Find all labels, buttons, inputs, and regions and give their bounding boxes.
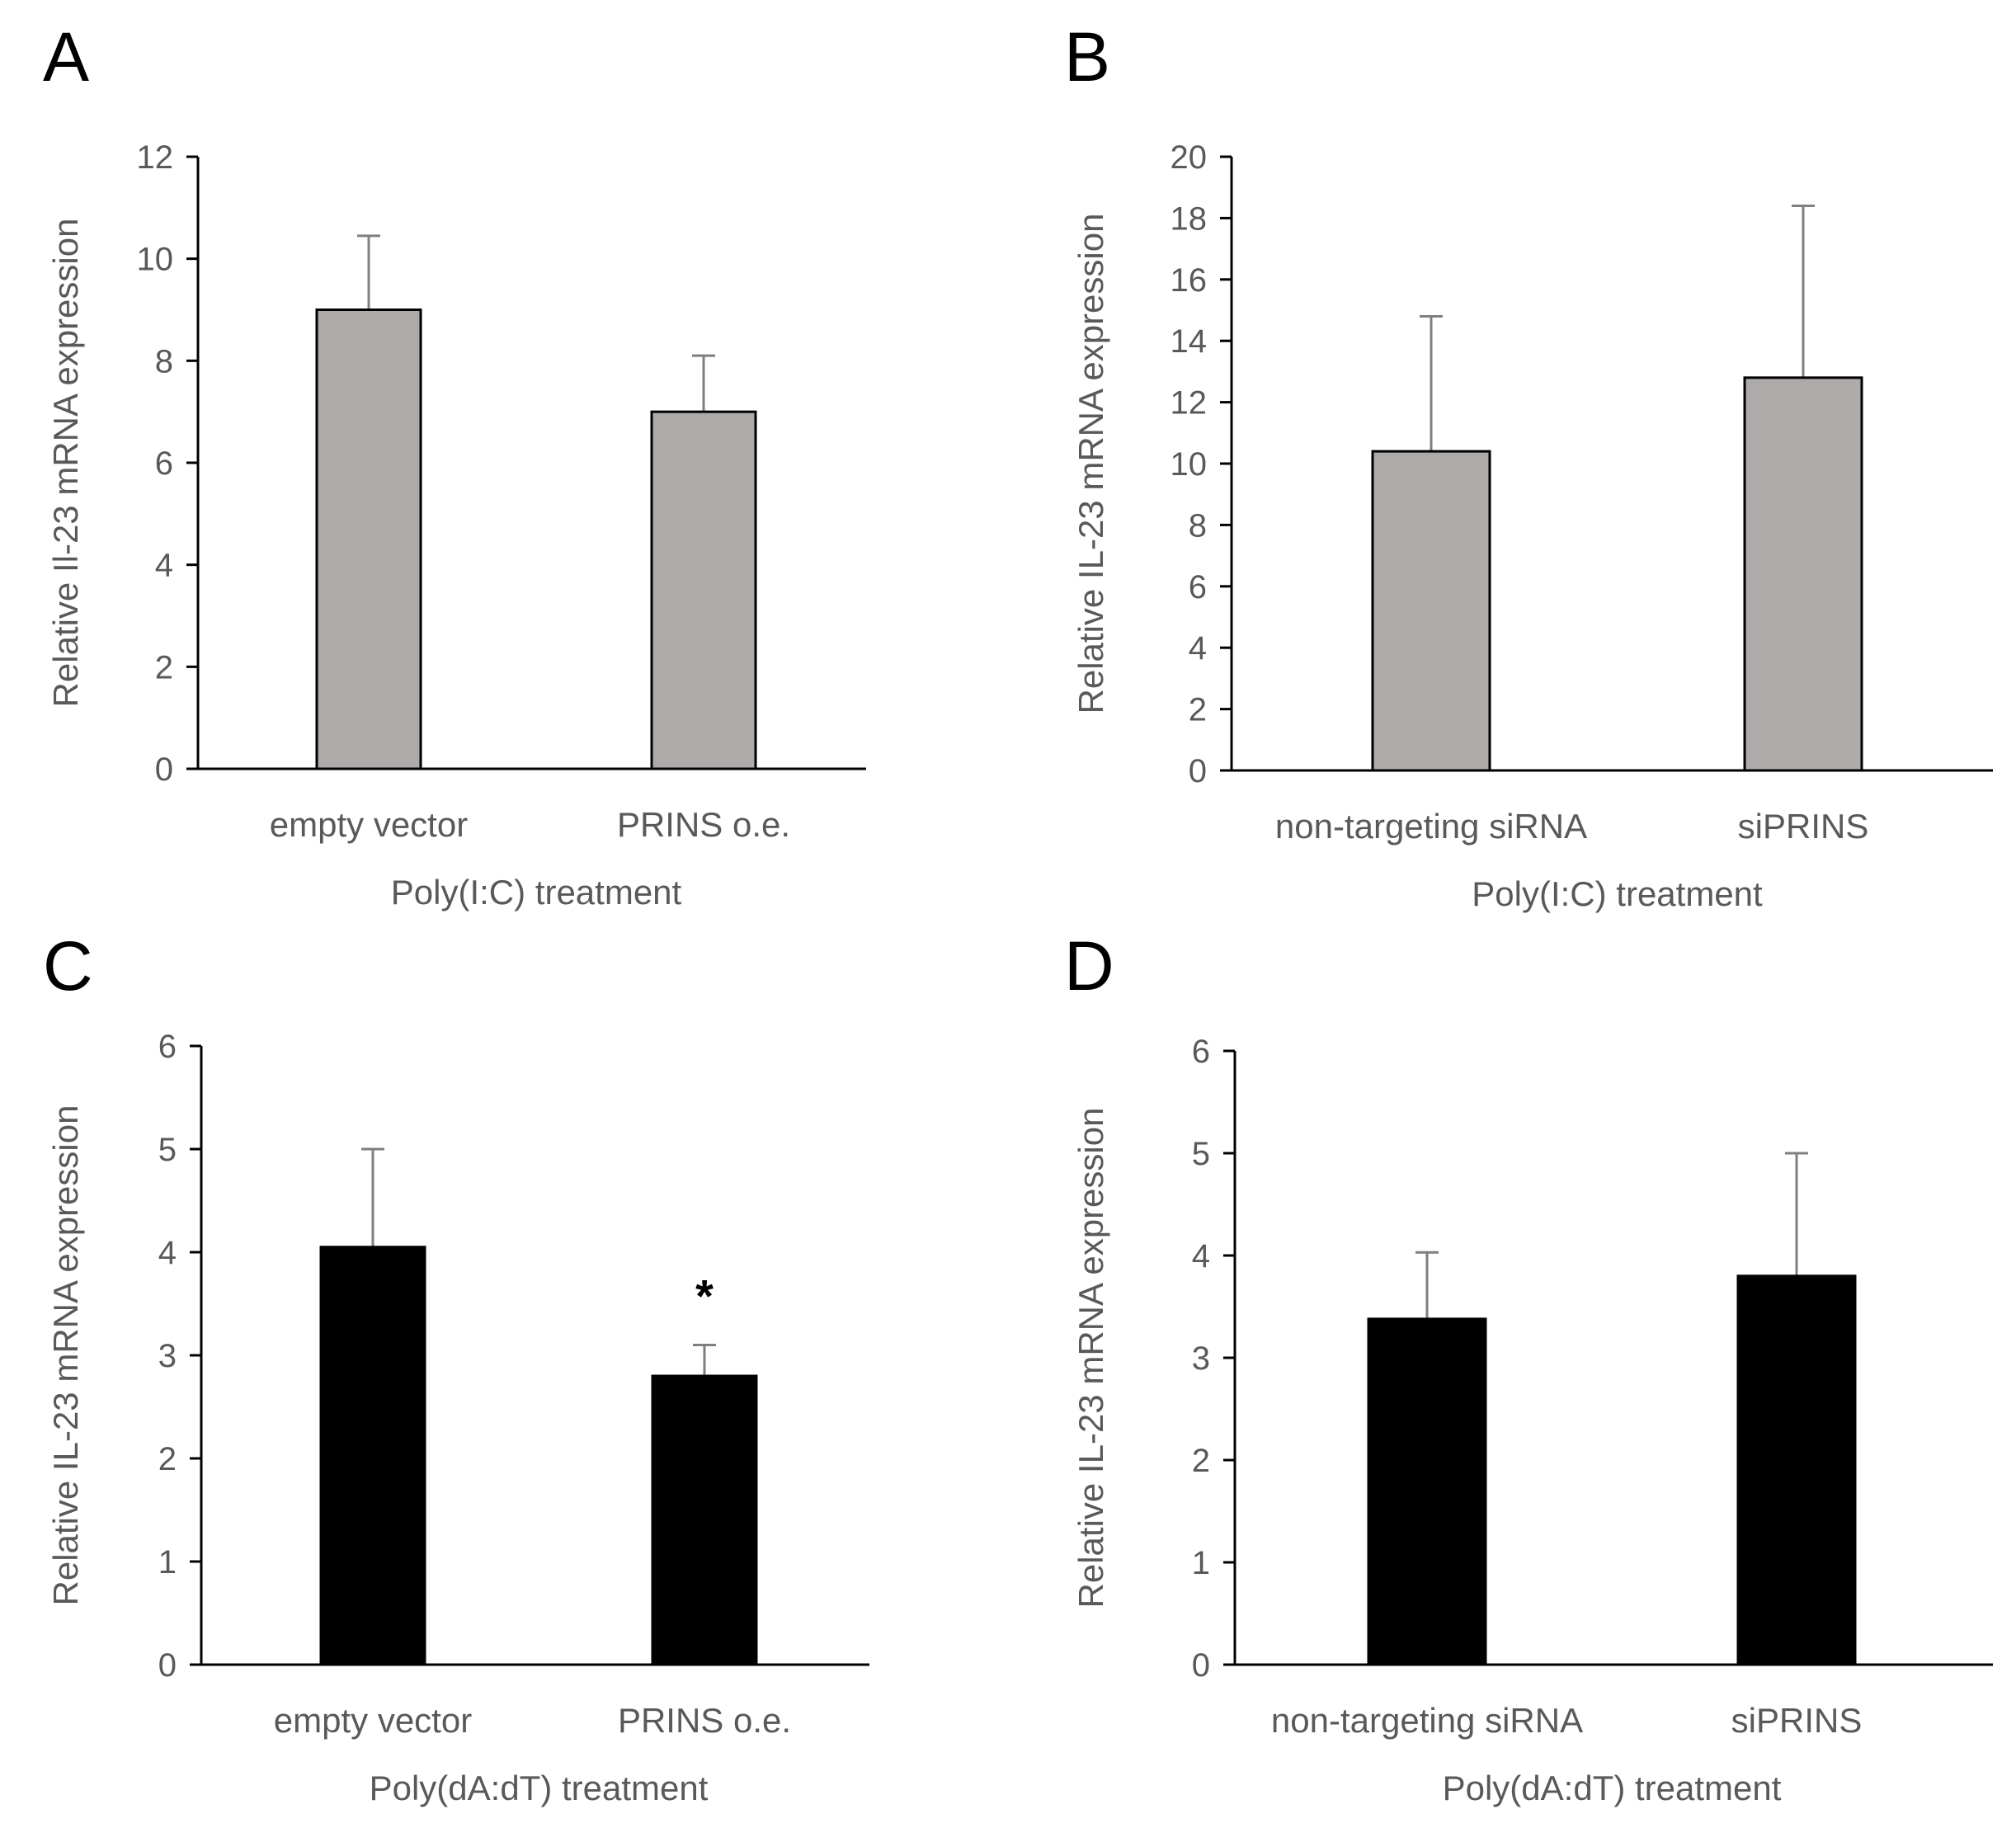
- bar: [1367, 1317, 1487, 1666]
- x-axis-label: Poly(I:C) treatment: [1472, 874, 1763, 913]
- panel-letter: C: [43, 927, 93, 1005]
- y-tick-label: 12: [137, 139, 174, 176]
- bar: [315, 309, 422, 770]
- bar: [651, 1374, 758, 1666]
- y-tick-label: 5: [158, 1132, 177, 1168]
- x-category-label: PRINS o.e.: [618, 1701, 791, 1740]
- x-axis-label: Poly(dA:dT) treatment: [1443, 1769, 1782, 1807]
- x-category-label: siPRINS: [1738, 807, 1869, 846]
- y-tick-label: 0: [158, 1647, 177, 1684]
- y-tick-label: 20: [1171, 139, 1208, 176]
- y-axis-label: Relative IL-23 mRNA expression: [46, 1105, 85, 1606]
- y-tick-label: 1: [158, 1544, 177, 1581]
- x-axis-label: Poly(dA:dT) treatment: [370, 1769, 709, 1807]
- y-tick-label: 8: [155, 343, 173, 379]
- bar: [319, 1246, 426, 1666]
- x-category-label: siPRINS: [1731, 1701, 1863, 1740]
- y-tick-label: 18: [1171, 200, 1208, 237]
- x-category-label: empty vector: [270, 805, 468, 844]
- y-tick-label: 4: [1192, 1238, 1210, 1274]
- y-tick-label: 2: [158, 1441, 177, 1477]
- y-tick-label: 16: [1171, 262, 1208, 299]
- y-tick-label: 3: [1192, 1340, 1210, 1377]
- x-axis-label: Poly(I:C) treatment: [391, 873, 682, 912]
- panel-letter: D: [1064, 927, 1114, 1005]
- chart-panel-d: D 0 1 2 3 4 5 6 Relative IL-23 mRNA expression no…: [1064, 927, 1993, 1807]
- y-tick-label: 6: [155, 445, 173, 482]
- y-tick-label: 6: [158, 1029, 177, 1065]
- bar: [1371, 450, 1491, 772]
- y-tick-label: 4: [158, 1235, 177, 1271]
- panel-letter: A: [43, 18, 89, 96]
- y-tick-label: 6: [1189, 569, 1207, 605]
- chart-panel-c: C 0 1 2 3 4 5 6 Relative IL-23 mRNA expression em…: [43, 927, 869, 1807]
- y-tick-label: 14: [1171, 323, 1208, 360]
- y-tick-label: 1: [1192, 1545, 1210, 1581]
- y-tick-label: 0: [1189, 753, 1207, 789]
- x-category-label: non-targeting siRNA: [1271, 1701, 1583, 1740]
- y-tick-label: 8: [1189, 507, 1207, 544]
- y-tick-label: 10: [137, 242, 174, 278]
- panel-letter: B: [1064, 18, 1110, 96]
- bar: [1743, 376, 1863, 772]
- y-tick-label: 12: [1171, 385, 1208, 422]
- y-tick-label: 10: [1171, 446, 1208, 483]
- y-tick-label: 0: [155, 751, 173, 788]
- y-tick-label: 2: [1192, 1443, 1210, 1479]
- y-tick-label: 2: [155, 649, 173, 685]
- significance-marker: *: [695, 1270, 714, 1322]
- y-tick-label: 6: [1192, 1034, 1210, 1070]
- x-category-label: non-targeting siRNA: [1275, 807, 1587, 846]
- bar: [1736, 1274, 1857, 1666]
- chart-panel-a: A 0 2 4 6 8 10 12 Relative Il-23 mRNA expression…: [43, 18, 866, 912]
- y-tick-label: 2: [1189, 692, 1207, 728]
- y-tick-label: 0: [1192, 1647, 1210, 1684]
- y-tick-label: 4: [1189, 630, 1207, 667]
- y-axis-label: Relative IL-23 mRNA expression: [1072, 214, 1110, 714]
- y-axis-label: Relative Il-23 mRNA expression: [46, 219, 85, 708]
- y-tick-label: 4: [155, 548, 173, 584]
- y-axis-label: Relative IL-23 mRNA expression: [1072, 1108, 1110, 1609]
- x-category-label: PRINS o.e.: [617, 805, 790, 844]
- chart-panel-b: B 0 2 4 6 8 10 12 14 16 18 20 Relative IL-23 mRNA ex…: [1064, 18, 1993, 913]
- x-category-label: empty vector: [274, 1701, 472, 1740]
- y-tick-label: 5: [1192, 1136, 1210, 1172]
- y-tick-label: 3: [158, 1338, 177, 1374]
- bar: [650, 410, 757, 770]
